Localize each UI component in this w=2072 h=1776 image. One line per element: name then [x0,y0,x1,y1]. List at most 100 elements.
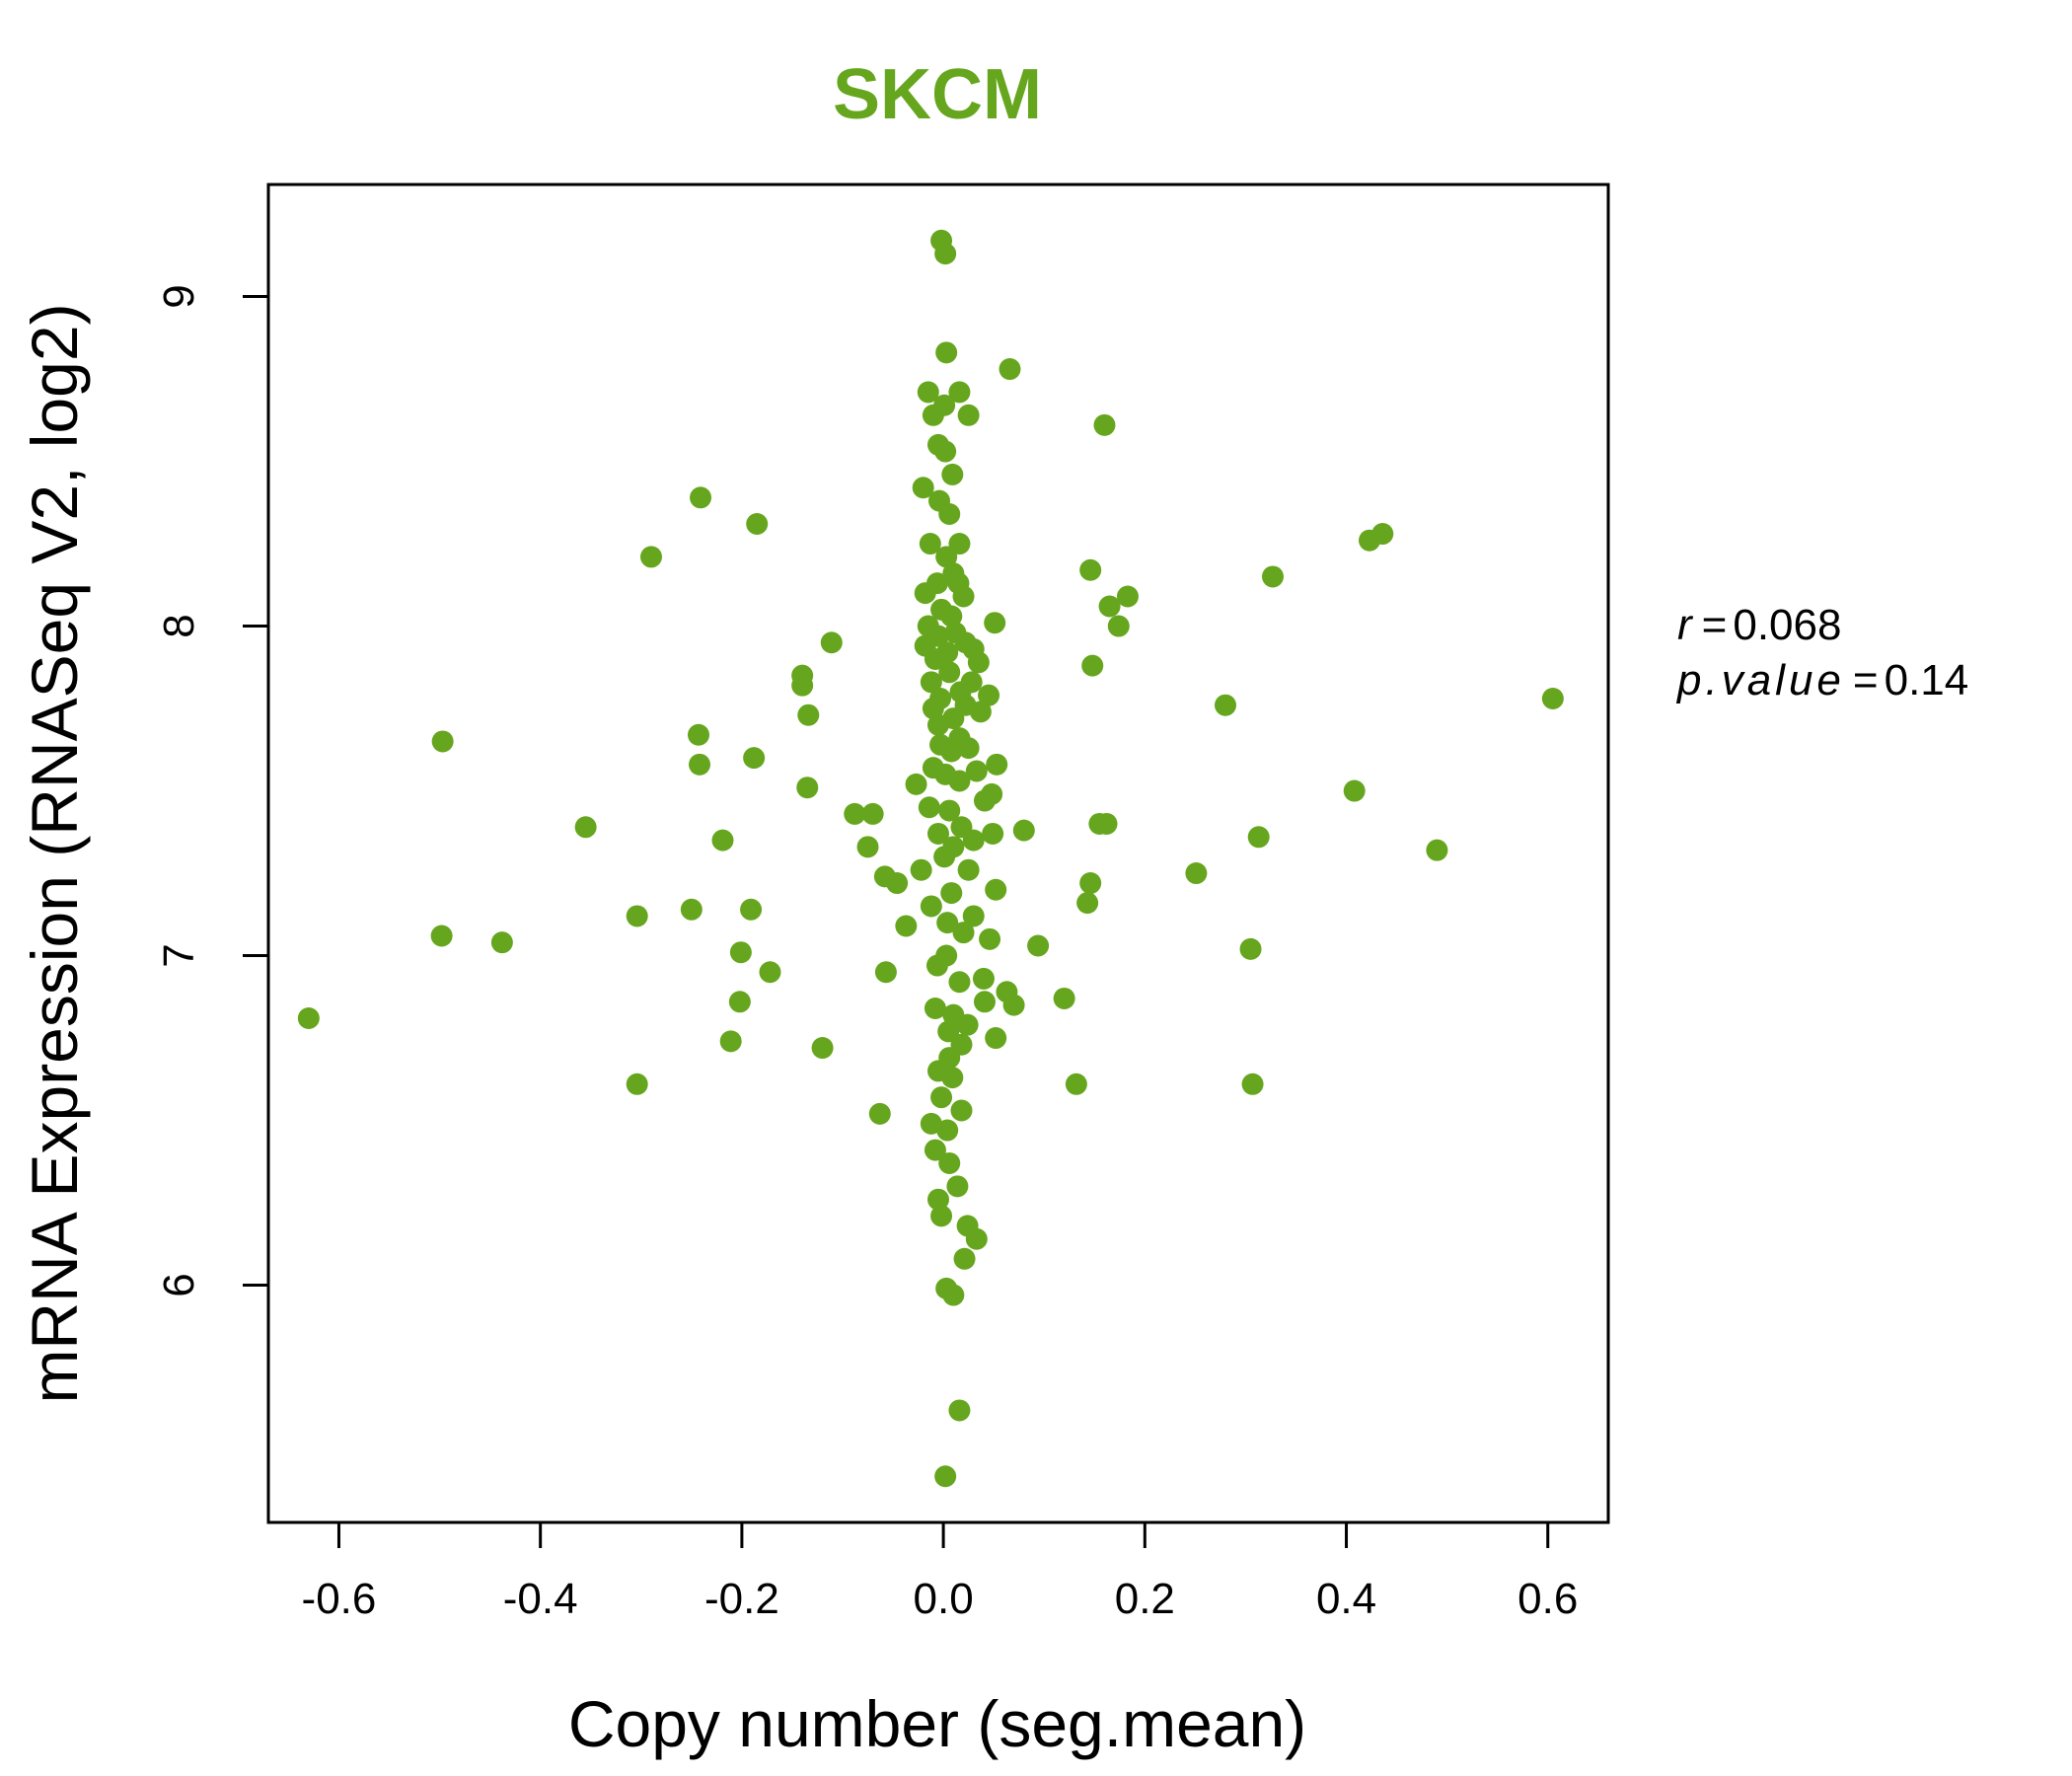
data-point [912,477,934,499]
data-point [924,997,946,1019]
data-point [973,789,996,812]
y-tick-label: 9 [155,284,203,308]
r-value: 0.068 [1733,601,1841,649]
data-point [861,802,884,825]
data-point [952,585,975,608]
data-point [922,698,944,720]
data-point [297,1006,320,1029]
data-point [431,730,454,753]
x-axis-label: Copy number (seg.mean) [568,1687,1306,1760]
data-point [936,912,959,934]
data-point [942,1284,965,1306]
data-point [918,796,940,819]
data-point [1027,934,1050,957]
data-point [973,991,996,1013]
x-tick-label: -0.2 [704,1575,779,1623]
data-point [922,404,944,426]
data-point [729,941,752,964]
plot-area [266,183,1610,1524]
data-point [934,440,957,463]
data-point [956,1013,979,1036]
data-point [933,846,956,868]
data-point [927,822,949,845]
data-point [936,1119,959,1142]
data-point [759,961,781,984]
data-point [1053,987,1075,1009]
x-tick-label: 0.2 [1115,1575,1175,1623]
data-point [719,1030,742,1053]
data-point [680,898,703,921]
data-point [953,1247,976,1270]
p-value: 0.14 [1885,656,1969,704]
data-point [962,829,985,851]
data-point [490,931,513,954]
data-point [811,1037,834,1060]
data-point [919,533,941,555]
data-point [917,381,939,404]
data-point [927,1188,949,1211]
data-point [1541,688,1564,710]
p-value-symbol: p.value [1675,656,1845,704]
data-point [948,971,971,994]
data-point [948,533,971,555]
data-point [940,605,963,628]
y-tick-label: 7 [155,943,203,967]
data-point [1359,529,1381,552]
data-point [626,905,648,927]
data-point [1426,839,1448,861]
data-point [1098,595,1121,618]
correlation-label: r = 0.068 [1677,601,1841,649]
data-point [984,612,1006,634]
data-point [1012,819,1035,842]
data-point [937,1020,960,1043]
data-point [978,684,1000,706]
data-point [999,358,1021,381]
data-point [868,1102,891,1125]
data-point [924,1139,946,1161]
x-tick-label: 0.0 [914,1575,974,1623]
data-point [626,1073,648,1095]
x-tick-label: -0.6 [302,1575,377,1623]
data-point [1002,994,1025,1016]
data-point [430,925,453,947]
data-point [920,671,942,694]
data-point [687,723,709,746]
data-point [927,713,949,736]
data-point [965,760,988,782]
data-point [925,954,948,977]
data-point [982,822,1004,845]
data-point [941,1067,964,1089]
data-point [1076,892,1099,915]
data-point [1343,779,1366,802]
data-point [950,1099,973,1122]
data-point [1081,654,1104,677]
data-point [938,502,961,525]
data-point [746,513,769,536]
x-tick-label: 0.6 [1517,1575,1578,1623]
y-axis-label: mRNA Expression (RNASeq V2, log2) [18,303,91,1403]
data-point [969,701,992,723]
data-point [938,1151,961,1174]
data-point [895,915,918,937]
data-point [934,1465,957,1488]
x-tick-label: -0.4 [503,1575,578,1623]
data-point [948,381,971,404]
data-point [1065,1073,1087,1095]
data-point [844,802,866,825]
data-point [740,898,763,921]
data-point [1241,1073,1264,1095]
data-point [938,661,961,684]
data-point [791,674,814,697]
x-axis: -0.6 -0.4 -0.2 0.0 0.2 0.4 0.6 [302,1522,1578,1623]
data-point [1107,615,1130,637]
data-point [689,753,711,776]
data-point [690,486,712,509]
data-point [979,927,1001,950]
y-tick-label: 8 [155,614,203,637]
data-point [985,878,1007,901]
data-point [1093,413,1116,436]
data-point [574,816,597,839]
data-point [1261,565,1284,588]
data-point [941,463,964,485]
data-point [946,1175,969,1198]
